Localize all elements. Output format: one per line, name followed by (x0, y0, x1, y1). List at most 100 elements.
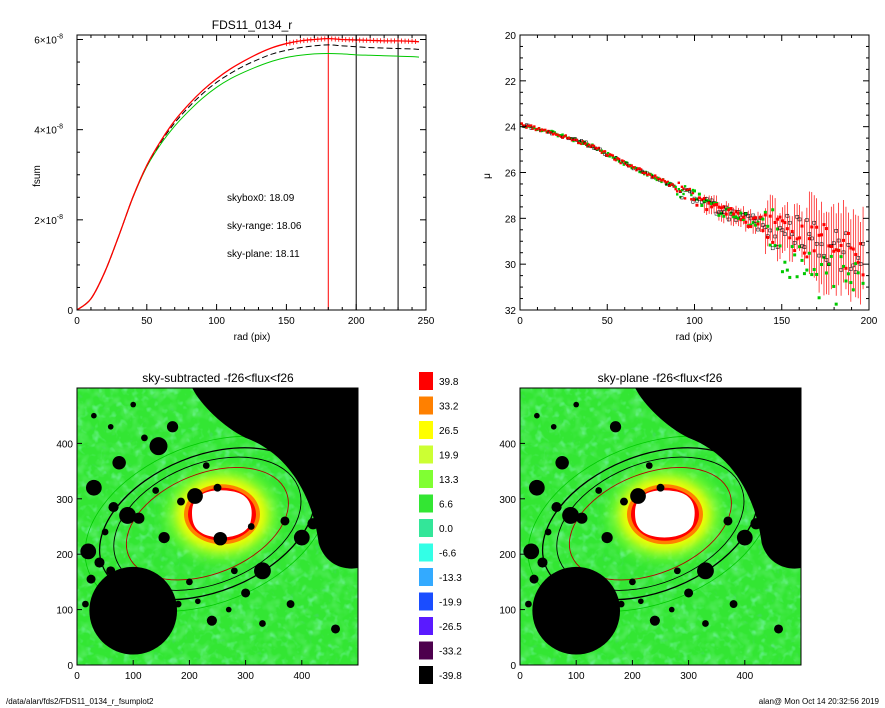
mask-star (573, 401, 580, 408)
mu-point (800, 258, 804, 262)
mu-point (717, 205, 721, 209)
fsum-x-tick-label: 150 (278, 316, 295, 327)
mu-point (807, 251, 811, 255)
mu-point (605, 153, 608, 157)
mu-point (827, 262, 831, 266)
mu-point (630, 164, 633, 167)
mask-star (668, 606, 675, 613)
mu-point (773, 234, 777, 239)
mu-point (688, 187, 691, 191)
galaxy-core-saturated (634, 490, 695, 538)
mu-point (744, 220, 748, 224)
mu-point (771, 240, 775, 244)
mu-point (650, 175, 654, 179)
colorbar-label: -26.5 (439, 622, 462, 633)
mu-point (600, 149, 604, 152)
mu-point (727, 208, 731, 212)
mu-point (588, 143, 591, 146)
mu-point (705, 208, 709, 212)
mu-point (683, 185, 687, 188)
mu-x-tick-label: 200 (861, 316, 878, 327)
mu-point (746, 214, 750, 218)
mu-point (548, 131, 552, 134)
mu-point (751, 217, 755, 221)
mu-point (795, 237, 799, 241)
aperture-ellipse-3 (125, 467, 289, 581)
mask-star (645, 462, 653, 469)
mu-point (666, 180, 670, 184)
mask-star (186, 578, 193, 586)
mu-point (798, 236, 802, 240)
mu-point (624, 161, 627, 164)
mu-point (717, 213, 721, 217)
mu-point (628, 165, 632, 168)
colorbar-label: 26.5 (439, 426, 459, 437)
mask-star (555, 456, 569, 470)
colorbar-swatch (419, 543, 433, 562)
mu-point (824, 271, 828, 275)
mu-point (778, 244, 782, 248)
mu-point (665, 183, 668, 186)
colorbar-label: 6.6 (439, 500, 453, 511)
mu-point (707, 201, 711, 205)
mu-point (668, 184, 671, 187)
mu-point (683, 197, 687, 200)
mu-point (841, 250, 846, 255)
mu-point (628, 163, 632, 167)
mu-point (820, 263, 824, 267)
mu-point (617, 160, 621, 163)
mu-point (856, 260, 860, 264)
mu-point (776, 227, 780, 231)
mu-point (710, 205, 714, 209)
image-x-tick-label: 300 (237, 671, 254, 682)
mask-star (629, 578, 636, 586)
mu-point (780, 219, 784, 223)
mu-point (578, 140, 582, 143)
mask-star (537, 557, 548, 568)
mask-star (247, 523, 255, 530)
mu-point (533, 126, 536, 130)
mu-point (846, 272, 850, 276)
mu-point (719, 210, 724, 214)
mu-point (815, 272, 819, 276)
mu-point (580, 142, 583, 146)
mu-point (722, 205, 726, 209)
mask-star (225, 606, 232, 613)
mu-point (770, 246, 775, 251)
mu-point (732, 212, 736, 216)
mu-point (822, 223, 826, 227)
mu-point (839, 268, 843, 272)
mask-circle-lower-left (532, 566, 621, 655)
mu-point (550, 131, 553, 134)
mu-point (817, 296, 821, 300)
mu-point (805, 268, 809, 272)
mask-star (656, 483, 665, 492)
colorbar-swatch (419, 592, 433, 611)
mu-point (674, 187, 677, 191)
mu-point (693, 197, 696, 201)
mu-point (722, 210, 726, 215)
mu-point (561, 133, 564, 136)
mu-point (641, 171, 644, 175)
colorbar-swatch (419, 666, 433, 684)
sky-subtracted-frame (76, 387, 359, 666)
mask-star (141, 434, 148, 442)
sky-plane-image-panel: sky-plane -f26<flux<f26 0 100 200 300 400 0 1… (499, 371, 802, 682)
mu-point (741, 215, 745, 219)
mask-star (133, 512, 145, 524)
mu-point (669, 182, 673, 185)
mu-point (542, 129, 545, 132)
mu-point (790, 245, 794, 249)
mu-point (553, 132, 556, 135)
mu-point (778, 215, 782, 219)
mask-star (684, 588, 694, 598)
mask-star (106, 566, 116, 576)
colorbar: 39.8 33.2 26.5 19.9 13.3 6.6 0.0 -6.6 -13.3 -19.9… (419, 372, 462, 684)
mu-point (679, 190, 682, 193)
mask-star (630, 488, 646, 504)
mask-star (187, 488, 203, 504)
mu-point (861, 273, 865, 277)
sky-plane-map (520, 388, 801, 665)
mask-star (230, 567, 238, 575)
